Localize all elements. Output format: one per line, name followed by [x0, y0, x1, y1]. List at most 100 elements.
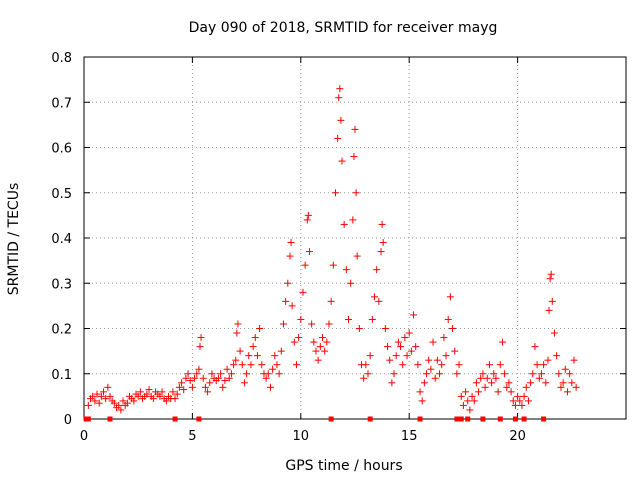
data-point	[407, 347, 415, 355]
data-point	[529, 370, 537, 378]
data-point	[208, 370, 216, 378]
data-point	[191, 374, 199, 382]
baseline-marker	[465, 416, 471, 422]
data-point	[566, 370, 574, 378]
x-tick-label: 0	[80, 429, 88, 444]
data-point	[297, 315, 305, 323]
data-point	[403, 352, 411, 360]
data-point	[490, 370, 498, 378]
data-point	[334, 134, 342, 142]
baseline-marker	[454, 416, 460, 422]
data-point	[258, 361, 266, 369]
data-point	[219, 383, 227, 391]
data-point	[337, 116, 345, 124]
axis-ticks	[83, 56, 626, 420]
data-point	[442, 352, 450, 360]
data-point	[178, 379, 186, 387]
baseline-marker	[497, 416, 503, 422]
y-tick-label: 0.8	[51, 51, 72, 66]
baseline-marker	[417, 416, 423, 422]
data-point	[201, 383, 209, 391]
baseline-marker	[85, 416, 91, 422]
data-point	[349, 216, 357, 224]
data-point	[496, 361, 504, 369]
data-point	[366, 352, 374, 360]
data-point	[233, 329, 241, 337]
data-point	[304, 211, 312, 219]
data-point	[195, 365, 203, 373]
data-point	[351, 125, 359, 133]
y-tick-label: 0.6	[51, 142, 72, 157]
x-tick-label: 10	[293, 429, 310, 444]
baseline-marker	[541, 416, 547, 422]
data-point	[563, 388, 571, 396]
data-point	[338, 157, 346, 165]
data-point	[472, 379, 480, 387]
data-point	[266, 383, 274, 391]
data-point	[468, 392, 476, 400]
data-point	[433, 356, 441, 364]
data-point	[546, 275, 554, 283]
data-point	[119, 397, 127, 405]
data-points	[84, 85, 580, 414]
data-point	[284, 279, 292, 287]
data-point	[535, 374, 543, 382]
data-point	[371, 293, 379, 301]
data-point	[305, 248, 313, 256]
data-point	[206, 379, 214, 387]
baseline-marker	[367, 416, 373, 422]
data-point	[375, 297, 383, 305]
data-point	[342, 266, 350, 274]
data-point	[572, 383, 580, 391]
data-point	[524, 397, 532, 405]
data-point	[227, 370, 235, 378]
data-point	[475, 388, 483, 396]
data-point	[455, 361, 463, 369]
data-point	[292, 361, 300, 369]
data-point	[350, 153, 358, 161]
data-point	[355, 325, 363, 332]
data-point	[397, 343, 405, 351]
y-tick-label: 0.2	[51, 323, 72, 338]
data-point	[130, 397, 138, 405]
data-point	[388, 379, 396, 387]
data-point	[188, 383, 196, 391]
data-point	[340, 220, 348, 228]
data-point	[193, 370, 201, 378]
data-point	[329, 261, 337, 269]
data-point	[197, 334, 205, 342]
y-tick-label: 0.5	[51, 187, 72, 202]
data-point	[110, 399, 118, 407]
data-point	[449, 325, 457, 332]
data-point	[217, 370, 225, 378]
baseline-marker	[196, 416, 202, 422]
y-tick-label: 0	[64, 413, 72, 428]
data-point	[466, 406, 474, 414]
data-point	[501, 370, 509, 378]
data-point	[362, 361, 370, 369]
data-point	[533, 361, 541, 369]
data-point	[438, 361, 446, 369]
data-point	[117, 406, 125, 414]
baseline-marker	[521, 416, 527, 422]
data-point	[522, 383, 530, 391]
data-point	[425, 356, 433, 364]
data-point	[253, 352, 261, 360]
data-point	[384, 343, 392, 351]
data-point	[436, 370, 444, 378]
data-point	[416, 388, 424, 396]
data-point	[394, 338, 402, 346]
y-tick-label: 0.1	[51, 368, 72, 383]
data-point	[537, 370, 545, 378]
data-point	[251, 334, 259, 342]
data-point	[310, 338, 318, 346]
data-point	[503, 383, 511, 391]
x-tick-labels: 0 5 10 15 20	[80, 429, 526, 444]
data-point	[444, 315, 452, 323]
data-point	[238, 361, 246, 369]
data-point	[550, 329, 558, 337]
data-point	[301, 261, 309, 269]
data-point	[401, 334, 409, 342]
y-axis-label: SRMTID / TECUs	[6, 183, 22, 296]
baseline-markers	[83, 416, 547, 422]
